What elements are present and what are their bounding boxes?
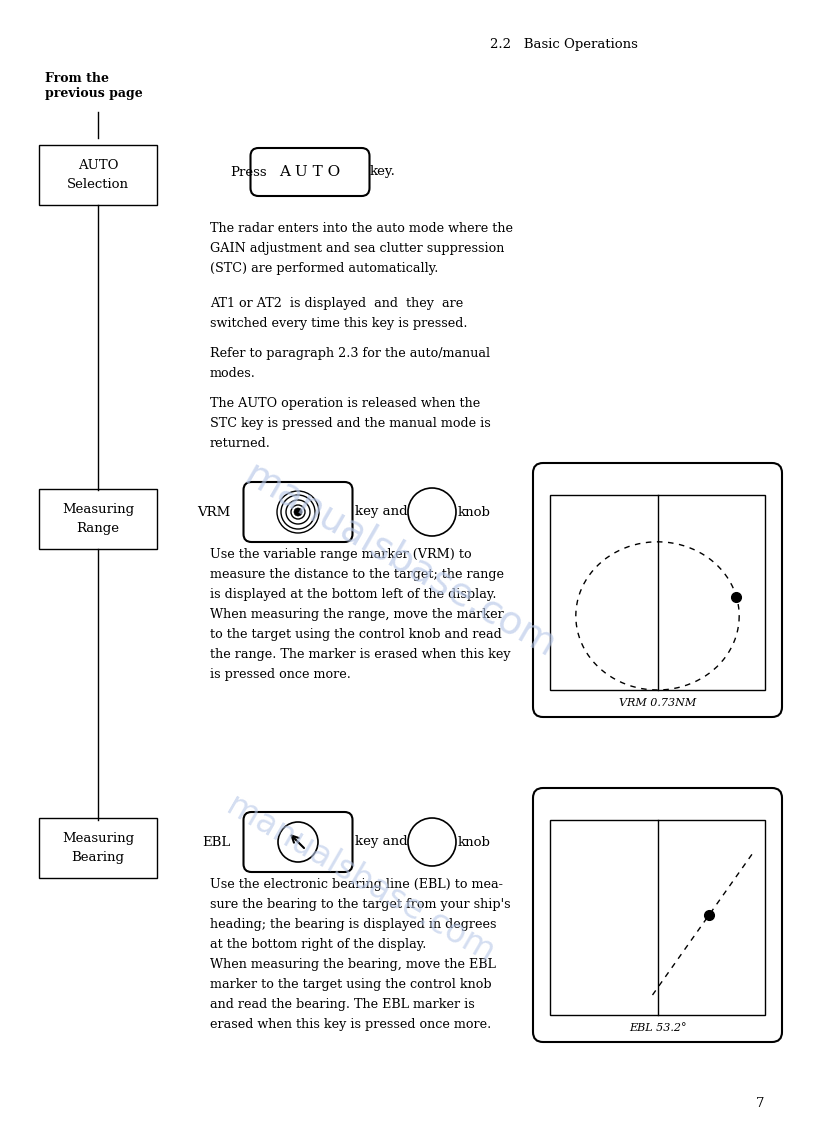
Text: When measuring the bearing, move the EBL: When measuring the bearing, move the EBL — [210, 958, 496, 971]
Text: 7: 7 — [755, 1097, 764, 1110]
Text: VRM: VRM — [196, 506, 230, 518]
Text: erased when this key is pressed once more.: erased when this key is pressed once mor… — [210, 1018, 492, 1031]
FancyBboxPatch shape — [243, 482, 353, 542]
Text: STC key is pressed and the manual mode is: STC key is pressed and the manual mode i… — [210, 417, 491, 431]
Text: EBL: EBL — [201, 835, 230, 849]
Text: returned.: returned. — [210, 437, 271, 450]
FancyBboxPatch shape — [243, 812, 353, 872]
FancyBboxPatch shape — [533, 788, 782, 1042]
Text: Press: Press — [230, 166, 266, 178]
Text: key and: key and — [355, 506, 408, 518]
FancyBboxPatch shape — [251, 148, 370, 197]
Bar — [550, 820, 765, 1014]
Text: measure the distance to the target; the range: measure the distance to the target; the … — [210, 568, 504, 580]
Text: Refer to paragraph 2.3 for the auto/manual: Refer to paragraph 2.3 for the auto/manu… — [210, 346, 490, 360]
Text: is displayed at the bottom left of the display.: is displayed at the bottom left of the d… — [210, 588, 496, 601]
Text: EBL 53.2°: EBL 53.2° — [629, 1024, 686, 1033]
Circle shape — [294, 508, 302, 516]
Text: modes.: modes. — [210, 367, 256, 381]
Text: GAIN adjustment and sea clutter suppression: GAIN adjustment and sea clutter suppress… — [210, 242, 505, 254]
Text: key.: key. — [370, 166, 396, 178]
Bar — [39, 488, 157, 549]
Text: key and: key and — [355, 835, 408, 849]
Bar — [550, 495, 765, 690]
Bar — [39, 818, 157, 878]
Circle shape — [278, 822, 318, 862]
Text: VRM 0.73NM: VRM 0.73NM — [619, 698, 696, 708]
Text: the range. The marker is erased when this key: the range. The marker is erased when thi… — [210, 648, 510, 661]
Text: The radar enters into the auto mode where the: The radar enters into the auto mode wher… — [210, 222, 513, 235]
Text: sure the bearing to the target from your ship's: sure the bearing to the target from your… — [210, 897, 510, 911]
Text: heading; the bearing is displayed in degrees: heading; the bearing is displayed in deg… — [210, 918, 496, 932]
Text: manualsbase.com: manualsbase.com — [238, 456, 562, 665]
Text: 2.2   Basic Operations: 2.2 Basic Operations — [490, 37, 638, 51]
Text: AUTO
Selection: AUTO Selection — [67, 159, 129, 191]
Text: AT1 or AT2  is displayed  and  they  are: AT1 or AT2 is displayed and they are — [210, 296, 464, 310]
Text: Measuring
Bearing: Measuring Bearing — [62, 832, 134, 864]
Text: knob: knob — [458, 835, 491, 849]
Text: switched every time this key is pressed.: switched every time this key is pressed. — [210, 317, 468, 329]
Text: marker to the target using the control knob: marker to the target using the control k… — [210, 978, 492, 991]
Text: The AUTO operation is released when the: The AUTO operation is released when the — [210, 396, 480, 410]
Text: When measuring the range, move the marker: When measuring the range, move the marke… — [210, 608, 504, 621]
Text: is pressed once more.: is pressed once more. — [210, 668, 351, 680]
Text: manualsbase.com: manualsbase.com — [220, 790, 500, 970]
Text: From the
previous page: From the previous page — [45, 72, 143, 100]
Circle shape — [408, 818, 456, 866]
Text: Use the variable range marker (VRM) to: Use the variable range marker (VRM) to — [210, 548, 472, 561]
Bar — [39, 145, 157, 204]
FancyBboxPatch shape — [533, 463, 782, 717]
Text: at the bottom right of the display.: at the bottom right of the display. — [210, 938, 427, 951]
Text: to the target using the control knob and read: to the target using the control knob and… — [210, 628, 501, 641]
Text: (STC) are performed automatically.: (STC) are performed automatically. — [210, 262, 438, 275]
Text: and read the bearing. The EBL marker is: and read the bearing. The EBL marker is — [210, 999, 475, 1011]
Text: Use the electronic bearing line (EBL) to mea-: Use the electronic bearing line (EBL) to… — [210, 878, 503, 891]
Text: Measuring
Range: Measuring Range — [62, 503, 134, 535]
Text: A U T O: A U T O — [279, 165, 340, 179]
Text: knob: knob — [458, 506, 491, 518]
Circle shape — [408, 488, 456, 536]
